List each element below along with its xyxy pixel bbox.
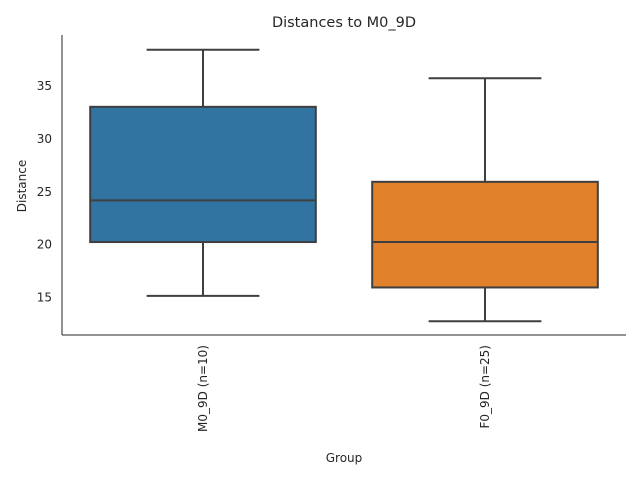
y-tick-label: 25 — [37, 185, 52, 199]
box — [371, 180, 599, 289]
x-axis-label: Group — [326, 451, 363, 465]
y-tick-label: 20 — [37, 238, 52, 252]
box — [89, 105, 317, 244]
x-tick-label: F0_9D (n=25) — [478, 345, 492, 429]
y-tick-label: 30 — [37, 132, 52, 146]
y-tick-label: 15 — [37, 290, 52, 304]
x-tick-label: M0_9D (n=10) — [196, 345, 210, 432]
y-axis-label: Distance — [15, 160, 29, 212]
y-tick-label: 35 — [37, 79, 52, 93]
chart-title: Distances to M0_9D — [272, 15, 416, 31]
